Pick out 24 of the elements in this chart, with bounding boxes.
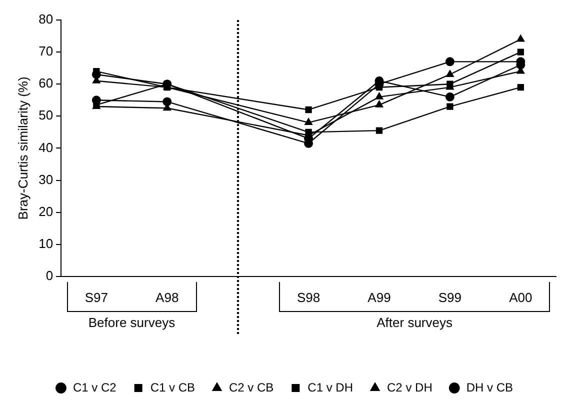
y-tick-label: 20: [38, 204, 54, 219]
legend-label: C2 v CB: [229, 380, 274, 394]
x-tick-label: A99: [368, 290, 391, 305]
y-axis-title: Bray-Curtis similarity (%): [15, 76, 30, 220]
y-tick-label: 60: [38, 76, 54, 91]
y-tick-label: 70: [38, 44, 54, 59]
y-tick-label: 0: [46, 268, 54, 283]
x-tick-label: S97: [84, 290, 108, 305]
legend-label: DH v CB: [466, 380, 514, 394]
y-tick-label: 40: [38, 140, 54, 155]
text: Before surveys: [87, 315, 176, 330]
x-tick-label: S99: [438, 290, 462, 305]
legend-label: C2 v DH: [387, 380, 432, 394]
x-tick-label: S98: [296, 290, 320, 305]
text: After surveys: [376, 315, 454, 330]
legend-label: C1 v CB: [150, 380, 196, 394]
y-tick-label: 30: [38, 172, 54, 187]
y-tick-label: 80: [38, 12, 54, 27]
legend-label: C1 v C2: [72, 380, 117, 394]
legend-label: C1 v DH: [308, 380, 354, 394]
y-tick-label: 10: [38, 236, 54, 251]
x-tick-label: A00: [509, 290, 532, 305]
y-tick-label: 50: [38, 108, 54, 123]
x-tick-label: A98: [156, 290, 179, 305]
